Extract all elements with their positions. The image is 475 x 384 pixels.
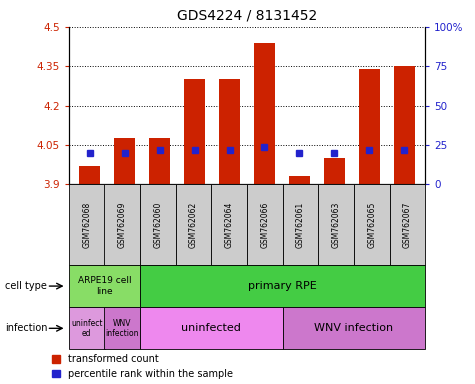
Bar [184, 79, 205, 184]
Bar [219, 79, 240, 184]
Text: GSM762066: GSM762066 [260, 202, 269, 248]
Bar [114, 138, 135, 184]
Text: uninfected: uninfected [181, 323, 241, 333]
Bar [79, 166, 100, 184]
Text: WNV infection: WNV infection [314, 323, 393, 333]
Text: infection: infection [5, 323, 47, 333]
Bar [324, 158, 345, 184]
Text: GSM762062: GSM762062 [189, 202, 198, 248]
Text: GSM762064: GSM762064 [225, 202, 234, 248]
Text: WNV
infection: WNV infection [105, 319, 139, 338]
Text: GSM762060: GSM762060 [153, 202, 162, 248]
Bar [254, 43, 275, 184]
Legend: transformed count, percentile rank within the sample: transformed count, percentile rank withi… [52, 354, 233, 379]
Text: ARPE19 cell
line: ARPE19 cell line [78, 276, 131, 296]
Text: uninfect
ed: uninfect ed [71, 319, 103, 338]
Bar [359, 69, 380, 184]
Bar [149, 138, 170, 184]
Text: GSM762065: GSM762065 [367, 202, 376, 248]
Bar [289, 176, 310, 184]
Text: cell type: cell type [5, 281, 47, 291]
Text: primary RPE: primary RPE [248, 281, 317, 291]
Text: GSM762069: GSM762069 [118, 202, 127, 248]
Bar [394, 66, 415, 184]
Title: GDS4224 / 8131452: GDS4224 / 8131452 [177, 9, 317, 23]
Text: GSM762063: GSM762063 [332, 202, 341, 248]
Text: GSM762061: GSM762061 [296, 202, 305, 248]
Text: GSM762067: GSM762067 [403, 202, 412, 248]
Text: GSM762068: GSM762068 [82, 202, 91, 248]
